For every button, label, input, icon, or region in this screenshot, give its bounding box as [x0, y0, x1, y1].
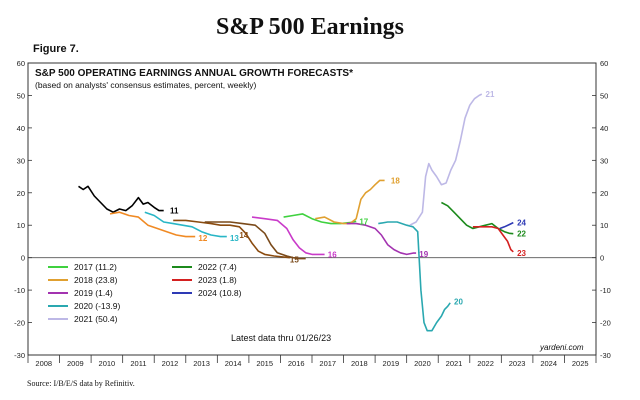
x-tick-labels: 2008 2009 2010 2011 2012 2013 2014 2015 2016 2017…: [27, 355, 597, 368]
series-line-23: [472, 226, 514, 253]
series-end-label-24: 24: [517, 219, 526, 228]
x-tick-label: 2013: [193, 359, 210, 368]
y-tick-label-left: 50: [17, 91, 25, 100]
y-tick-label-right: 50: [600, 91, 608, 100]
y-tick-label-left: 40: [17, 124, 25, 133]
series-line-16: [251, 216, 325, 256]
x-tick-label: 2014: [225, 359, 242, 368]
series-line-18: [315, 179, 385, 225]
series-end-label-19: 19: [419, 250, 428, 259]
series-line-17: [283, 213, 357, 225]
legend-label: 2023 (1.8): [198, 275, 237, 285]
y-tick-labels: -30 -30 -20 -20 -10 -10 0 0 10 10 20 20 30 30 40 40 50 50…: [14, 59, 611, 360]
legend-label: 2020 (-13.9): [74, 301, 120, 311]
legend-label: 2017 (11.2): [74, 262, 117, 272]
series-end-label-20: 20: [454, 297, 463, 306]
x-tick-label: 2008: [35, 359, 52, 368]
series-end-labels: 11 12 13 14 15 16 17 18 19 20 21 22 23 24: [170, 90, 527, 306]
x-tick-label: 2025: [572, 359, 589, 368]
series-line-20: [378, 221, 451, 332]
series-end-label-23: 23: [517, 249, 526, 258]
x-tick-label: 2011: [130, 359, 146, 368]
legend-label: 2024 (10.8): [198, 288, 242, 298]
x-tick-label: 2015: [256, 359, 273, 368]
figure-label: Figure 7.: [33, 43, 79, 55]
x-tick-label: 2017: [319, 359, 336, 368]
series-end-label-21: 21: [486, 90, 495, 99]
x-tick-label: 2019: [383, 359, 400, 368]
legend-label: 2021 (50.4): [74, 314, 118, 324]
plot-frame: [27, 62, 597, 356]
series-line-22: [441, 201, 514, 235]
series-end-label-22: 22: [517, 230, 526, 239]
series-end-label-16: 16: [328, 250, 337, 259]
series-lines: [78, 93, 514, 332]
y-tick-label-right: -30: [600, 351, 611, 360]
y-tick-label-left: -30: [14, 351, 25, 360]
y-tick-label-right: -10: [600, 286, 611, 295]
source-note: Source: I/B/E/S data by Refinitiv.: [27, 379, 135, 388]
x-tick-label: 2010: [99, 359, 116, 368]
y-tick-label-left: 60: [17, 59, 25, 68]
series-end-label-11: 11: [170, 207, 179, 216]
y-tick-label-left: 30: [17, 156, 25, 165]
y-tick-label-left: -10: [14, 286, 25, 295]
x-tick-label: 2012: [162, 359, 179, 368]
brand-label: yardeni.com: [539, 343, 584, 352]
latest-data-note: Latest data thru 01/26/23: [231, 333, 331, 343]
x-tick-label: 2023: [509, 359, 526, 368]
series-line-14: [173, 219, 290, 259]
series-line-24: [499, 221, 514, 230]
y-tick-label-left: 20: [17, 189, 25, 198]
x-tick-label: 2018: [351, 359, 368, 368]
legend: 2017 (11.2) 2018 (23.8) 2019 (1.4) 2020 (-1…: [48, 262, 242, 324]
series-line-19: [346, 222, 417, 256]
series-line-13: [144, 211, 227, 238]
legend-label: 2018 (23.8): [74, 275, 118, 285]
series-end-label-13: 13: [230, 234, 239, 243]
x-tick-label: 2021: [446, 359, 463, 368]
legend-label: 2019 (1.4): [74, 288, 113, 298]
x-tick-label: 2016: [288, 359, 305, 368]
x-tick-label: 2009: [67, 359, 84, 368]
series-end-label-14: 14: [239, 231, 248, 240]
series-line-15: [204, 221, 306, 260]
x-tick-label: 2024: [540, 359, 557, 368]
chart-subtitle: (based on analysts' consensus estimates,…: [35, 80, 256, 90]
y-tick-label-left: -20: [14, 319, 25, 328]
y-tick-label-right: 20: [600, 189, 608, 198]
y-tick-label-right: 30: [600, 156, 608, 165]
x-tick-label: 2022: [477, 359, 494, 368]
x-tick-label: 2020: [414, 359, 431, 368]
y-tick-label-right: -20: [600, 319, 611, 328]
series-end-label-15: 15: [290, 255, 299, 264]
series-end-label-12: 12: [198, 234, 207, 243]
y-tick-label-left: 0: [21, 254, 25, 263]
y-tick-label-left: 10: [17, 221, 25, 230]
page-title: S&P 500 Earnings: [215, 14, 405, 40]
chart-title: S&P 500 OPERATING EARNINGS ANNUAL GROWTH…: [35, 68, 353, 79]
legend-label: 2022 (7.4): [198, 262, 237, 272]
series-line-21: [409, 93, 483, 226]
y-tick-label-right: 10: [600, 221, 608, 230]
y-tick-label-right: 60: [600, 59, 608, 68]
series-line-11: [78, 185, 164, 213]
series-line-12: [109, 211, 196, 238]
series-end-label-17: 17: [359, 217, 368, 226]
y-tick-label-right: 0: [600, 254, 604, 263]
series-end-label-18: 18: [391, 176, 400, 185]
y-tick-label-right: 40: [600, 124, 608, 133]
